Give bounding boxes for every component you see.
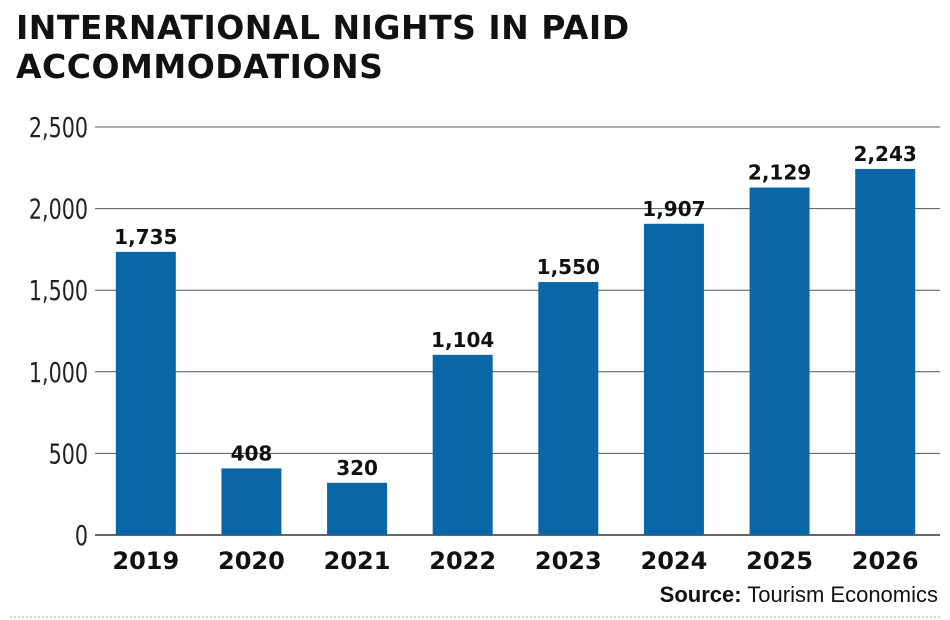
bar-chart: 0 500 1,000 1,500 2,000 2,500 1,735 2019 408 2020…: [29, 112, 940, 575]
y-tick-label: 2,000: [29, 193, 88, 226]
data-label: 408: [231, 441, 273, 465]
data-label: 1,550: [537, 255, 600, 279]
source-note: Source: Tourism Economics: [660, 582, 938, 608]
data-label: 320: [336, 456, 378, 480]
x-tick-label: 2024: [641, 547, 708, 575]
bar: [643, 223, 704, 536]
source-text: Tourism Economics: [747, 582, 938, 607]
y-tick-label: 1,000: [29, 357, 88, 390]
data-label: 1,104: [431, 328, 494, 352]
bottom-divider: [10, 616, 940, 618]
x-tick-label: 2021: [324, 547, 391, 575]
data-label: 1,735: [114, 225, 177, 249]
data-label: 1,907: [642, 197, 705, 221]
chart-title: INTERNATIONAL NIGHTS IN PAID ACCOMMODATI…: [16, 8, 630, 86]
bar: [855, 168, 916, 536]
bar: [115, 251, 176, 535]
bar: [538, 282, 599, 535]
x-tick-label: 2026: [852, 547, 919, 575]
y-tick-label: 500: [49, 438, 88, 471]
bar: [221, 468, 282, 535]
x-tick-label: 2019: [112, 547, 179, 575]
x-tick-label: 2022: [429, 547, 496, 575]
y-tick-label: 2,500: [29, 112, 88, 145]
bar: [327, 482, 388, 535]
x-tick-label: 2025: [746, 547, 813, 575]
data-label: 2,129: [748, 161, 811, 185]
y-tick-label: 0: [75, 520, 88, 553]
x-tick-label: 2023: [535, 547, 602, 575]
bar: [749, 187, 810, 536]
bar: [432, 354, 493, 535]
x-tick-label: 2020: [218, 547, 285, 575]
source-label: Source:: [659, 582, 742, 607]
data-label: 2,243: [854, 142, 917, 166]
y-tick-label: 1,500: [29, 275, 88, 308]
